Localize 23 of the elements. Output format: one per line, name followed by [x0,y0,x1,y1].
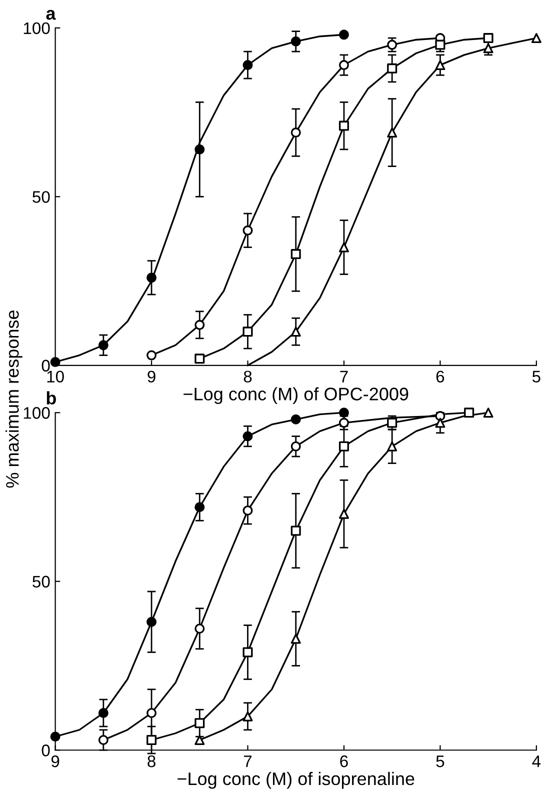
x-axis-title: −Log conc (M) of isoprenaline [178,772,414,789]
y-tick-label: 50 [32,576,50,588]
y-tick-label: 100 [24,22,50,34]
y-tick-label: 0 [42,744,50,756]
x-tick-label: 8 [244,370,252,383]
x-tick-label: 5 [532,370,540,383]
chart-title: b [46,391,56,404]
y-tick-label: 0 [42,360,50,372]
x-tick-label: 7 [340,370,348,382]
x-tick-label: 6 [340,755,348,768]
y-axis-title: % maximum response [6,310,22,488]
y-tick-label: 50 [32,191,50,203]
x-tick-label: 10 [47,370,64,383]
y-tick-label: 100 [24,407,50,419]
x-tick-label: 8 [148,755,156,768]
chart-title: a [46,10,56,20]
x-tick-label: 9 [51,755,60,768]
x-tick-label: 6 [436,370,444,383]
x-tick-label: 9 [148,370,156,383]
x-tick-label: 5 [436,756,444,768]
x-tick-label: 4 [532,756,541,768]
x-axis-title: −Log conc (M) of OPC-2009 [184,387,408,404]
x-tick-label: 7 [244,756,252,768]
